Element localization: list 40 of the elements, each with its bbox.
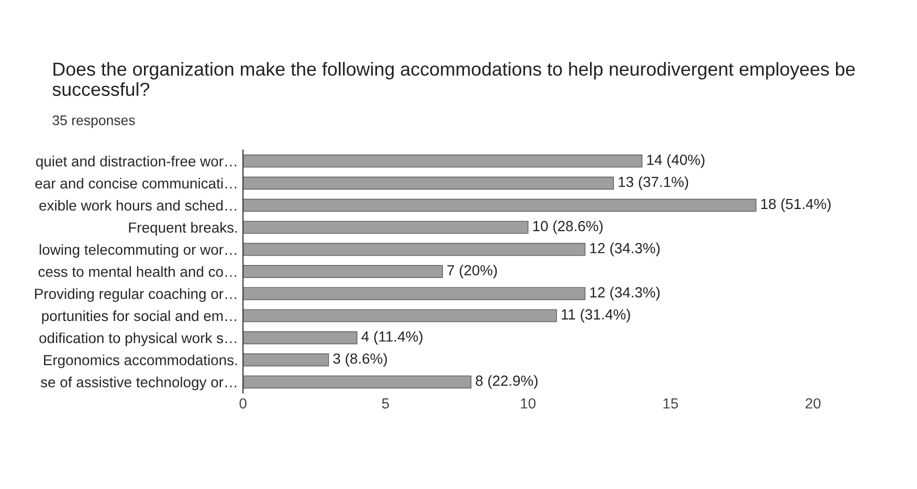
y-tick-label: Providing regular coaching or… bbox=[35, 288, 236, 302]
bar bbox=[243, 353, 329, 366]
chart-title: Does the organization make the following accommodations to help neurodivergent employees be successful? bbox=[52, 62, 855, 96]
bar bbox=[243, 265, 443, 278]
y-tick-label: ear and concise communicati… bbox=[35, 178, 236, 189]
data-label: 12 (34.3%) bbox=[590, 242, 660, 256]
data-label: 10 (28.6%) bbox=[533, 220, 603, 234]
x-tick-label: 5 bbox=[382, 398, 389, 409]
x-tick-label: 15 bbox=[664, 398, 678, 409]
y-tick-label: se of assistive technology or… bbox=[40, 376, 236, 390]
bar bbox=[243, 331, 358, 344]
data-label: 8 (22.9%) bbox=[476, 375, 538, 389]
data-label: 14 (40%) bbox=[647, 154, 704, 168]
data-label: 7 (20%) bbox=[447, 264, 497, 278]
y-tick-label: quiet and distraction-free wor… bbox=[36, 156, 236, 170]
text: 35 responses bbox=[52, 115, 135, 128]
bar bbox=[243, 220, 528, 234]
data-label: 4 (11.4%) bbox=[362, 330, 422, 345]
x-tick-label: 0 bbox=[240, 398, 246, 409]
y-tick-label: portunities for social and em… bbox=[42, 310, 236, 324]
bar bbox=[243, 287, 586, 300]
bar bbox=[243, 176, 614, 190]
bar bbox=[243, 309, 557, 322]
data-label: 12 (34.3%) bbox=[590, 286, 660, 300]
bar bbox=[243, 242, 586, 256]
x-tick-label: 20 bbox=[806, 398, 821, 409]
bar bbox=[243, 154, 642, 168]
y-tick-label: Frequent breaks. bbox=[129, 222, 237, 236]
data-label: 3 (8.6%) bbox=[333, 353, 387, 367]
bar bbox=[243, 198, 756, 212]
data-label: 13 (37.1%) bbox=[618, 176, 688, 190]
x-tick-label: 10 bbox=[521, 398, 536, 409]
y-tick-label: odification to physical work s… bbox=[39, 332, 236, 346]
y-tick-label: cess to mental health and co… bbox=[38, 266, 236, 277]
data-label: 11 (31.4%) bbox=[562, 308, 630, 322]
y-tick-label: Ergonomics accommodations. bbox=[44, 354, 237, 368]
y-tick-label: lowing telecommuting or wor… bbox=[40, 244, 236, 258]
y-tick-label: exible work hours and sched… bbox=[39, 200, 236, 211]
bar bbox=[243, 375, 472, 388]
data-label: 18 (51.4%) bbox=[761, 198, 831, 212]
